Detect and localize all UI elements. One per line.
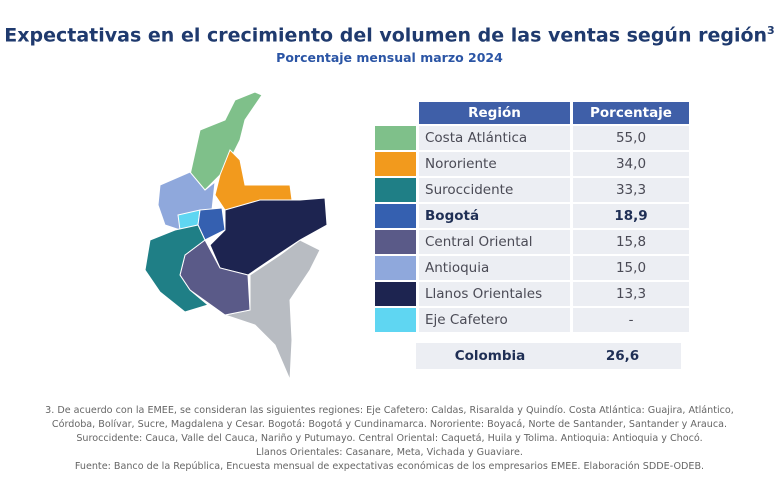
- table-row: Suroccidente 33,3: [375, 178, 689, 202]
- color-swatch: [375, 230, 416, 254]
- total-row: Colombia 26,6: [416, 343, 681, 369]
- blank-header: [375, 102, 416, 124]
- footnote-line: Córdoba, Bolívar, Sucre, Magdalena y Ces…: [51, 419, 728, 430]
- footnote-line: Fuente: Banco de la República, Encuesta …: [74, 461, 705, 472]
- region-name: Nororiente: [416, 152, 570, 176]
- footnote-line: Llanos Orientales: Casanare, Meta, Vicha…: [256, 447, 523, 458]
- subtitle: Porcentaje mensual marzo 2024: [276, 50, 503, 65]
- region-value: 34,0: [570, 152, 689, 176]
- region-value: 15,0: [570, 256, 689, 280]
- table-row: Nororiente 34,0: [375, 152, 689, 176]
- total-label: Colombia: [454, 348, 526, 364]
- color-swatch: [375, 256, 416, 280]
- column-header: Porcentaje: [570, 102, 689, 124]
- table-row: Costa Atlántica 55,0: [375, 126, 689, 150]
- table-row: Central Oriental 15,8: [375, 230, 689, 254]
- region-value: 55,0: [570, 126, 689, 150]
- column-header: Región: [416, 102, 570, 124]
- region-value: -: [570, 308, 689, 332]
- footnote-line: 3. De acuerdo con la EMEE, se consideran…: [45, 405, 734, 416]
- region-shape: [197, 207, 226, 241]
- title: Expectativas en el crecimiento del volum…: [0, 24, 779, 46]
- region-name: Suroccidente: [416, 178, 570, 202]
- region-value: 33,3: [570, 178, 689, 202]
- color-swatch: [375, 178, 416, 202]
- region-value: 18,9: [570, 204, 689, 228]
- footnote-line: Suroccidente: Cauca, Valle del Cauca, Na…: [76, 433, 703, 444]
- region-table: Región Porcentaje Costa Atlántica 55,0 Noro…: [375, 100, 689, 334]
- color-swatch: [375, 152, 416, 176]
- region-name: Antioquia: [416, 256, 570, 280]
- color-swatch: [375, 282, 416, 306]
- region-value: 15,8: [570, 230, 689, 254]
- table-row: Eje Cafetero -: [375, 308, 689, 332]
- region-name: Eje Cafetero: [416, 308, 570, 332]
- color-swatch: [375, 204, 416, 228]
- footnote-mark: 3: [767, 24, 775, 37]
- region-name: Central Oriental: [416, 230, 570, 254]
- table-row: Llanos Orientales 13,3: [375, 282, 689, 306]
- region-shape: [209, 197, 328, 276]
- region-shape: [144, 224, 210, 313]
- total-value: 26,6: [605, 348, 640, 364]
- region-value: 13,3: [570, 282, 689, 306]
- color-swatch: [375, 308, 416, 332]
- region-name: Llanos Orientales: [416, 282, 570, 306]
- footnotes: 3. De acuerdo con la EMEE, se consideran…: [30, 404, 749, 474]
- title-text: Expectativas en el crecimiento del volum…: [4, 24, 768, 47]
- region-name: Bogotá: [416, 204, 570, 228]
- table-row: Bogotá 18,9: [375, 204, 689, 228]
- color-swatch: [375, 126, 416, 150]
- region-name: Costa Atlántica: [416, 126, 570, 150]
- table-row: Antioquia 15,0: [375, 256, 689, 280]
